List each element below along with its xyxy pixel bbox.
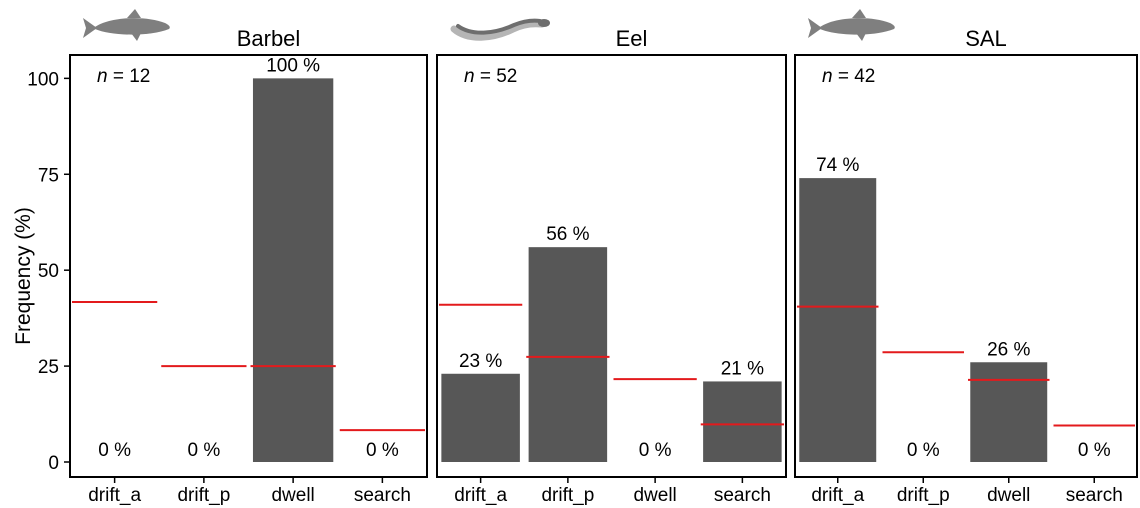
panels: Barbel n = 12 drift_a 0 % drift_p 0 % dwell 100… [69,9,1138,506]
x-tick-label: drift_a [811,485,864,506]
eel-body-dark [456,18,542,35]
salmonid-fish-icon [808,9,895,41]
bar-drift_a [441,373,520,462]
data-label: 0 % [366,440,399,461]
sample-size-label: n = 52 [464,66,517,87]
bar-drift_a [799,178,877,463]
data-label: 0 % [1078,440,1111,461]
panel-frame [794,54,1138,478]
panel-frame [69,54,428,478]
data-label: 0 % [98,440,131,461]
y-tick-label: 100 [27,69,59,90]
y-tick-label: 50 [38,261,59,282]
x-tick-label: drift_p [177,485,230,506]
bar-drift_p [528,247,608,462]
fish-tail [83,18,97,38]
x-tick-label: search [714,485,771,506]
y-tick-label: 25 [38,357,59,378]
panel-frame [436,54,787,478]
x-tick-label: drift_a [454,485,507,506]
data-label: 0 % [907,440,940,461]
panel-title: Eel [616,26,648,51]
bar-dwell [252,78,334,462]
fish-pelvic-fin [131,33,141,41]
eel-icon [450,18,550,41]
x-tick-label: search [1066,485,1123,506]
y-tick-label: 75 [38,165,59,186]
x-tick-label: drift_a [88,485,141,506]
x-tick-label: drift_p [541,485,594,506]
eel-head [538,19,550,27]
panel-barbel: Barbel n = 12 drift_a 0 % drift_p 0 % dwell 100… [69,9,428,506]
panel-sal: SAL n = 42 drift_a 74 % drift_p 0 % dwell 26 % s… [794,9,1138,506]
data-label: 100 % [266,55,320,76]
panel-title: SAL [965,26,1007,51]
fish-body [820,18,895,35]
bar-search [703,381,782,462]
data-label: 56 % [546,224,589,245]
data-label: 21 % [721,358,764,379]
fish-dorsal-fin [127,9,141,18]
fish-body [95,18,170,35]
x-tick-label: drift_p [897,485,950,506]
sample-size-label: n = 12 [97,66,150,87]
y-axis-label: Frequency (%) [12,207,35,345]
x-tick-label: dwell [987,485,1030,506]
fish-dorsal-fin [852,9,866,18]
sample-size-label: n = 42 [822,66,875,87]
bar-dwell [970,362,1048,462]
y-axis: 0 25 50 75 100 [27,69,70,474]
panel-eel: Eel n = 52 drift_a 23 % drift_p 56 % dwell 0 % s… [436,18,787,506]
fish-tail [808,18,822,38]
x-tick-label: dwell [271,485,314,506]
y-tick-label: 0 [48,453,59,474]
data-label: 26 % [987,339,1030,360]
data-label: 0 % [188,440,221,461]
fish-pelvic-fin [856,33,866,41]
barbel-fish-icon [83,9,170,41]
x-tick-label: dwell [633,485,676,506]
data-label: 0 % [639,440,672,461]
x-tick-label: search [354,485,411,506]
data-label: 23 % [459,351,502,372]
eel-body-light [450,20,546,41]
panel-title: Barbel [237,26,301,51]
data-label: 74 % [816,155,859,176]
